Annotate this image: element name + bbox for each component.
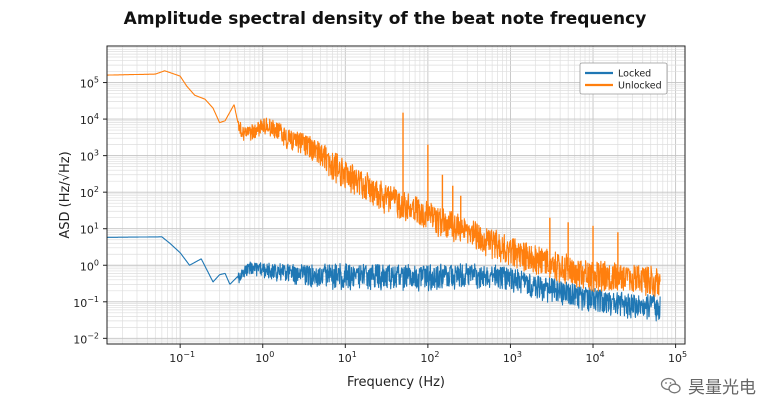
x-tick-label: 103: [503, 350, 522, 365]
y-tick-label: 100: [80, 258, 99, 273]
watermark-text: 昊量光电: [688, 378, 756, 398]
x-tick-label: 100: [255, 350, 274, 365]
legend-label-unlocked: Unlocked: [618, 81, 662, 92]
y-tick-label: 101: [80, 222, 99, 237]
y-tick-label: 10−1: [73, 295, 99, 310]
x-tick-label: 101: [338, 350, 357, 365]
plot-frame: [106, 45, 686, 345]
x-tick-label: 105: [668, 350, 687, 365]
legend-box: [579, 62, 668, 95]
series-line-locked: [107, 236, 661, 322]
y-tick-label: 105: [80, 76, 99, 91]
x-tick-label: 10−1: [169, 350, 195, 365]
watermark: 昊量光电: [660, 373, 756, 398]
y-axis-label: ASD (Hz/√Hz): [58, 151, 73, 238]
x-tick-label: 102: [420, 350, 439, 365]
chart-title: Amplitude spectral density of the beat n…: [123, 9, 647, 29]
x-tick-label: 104: [585, 350, 604, 365]
axis-ticks: 10−1 100 101 102 103 104 105 10−2 10−1 100 101 102 1…: [73, 76, 687, 365]
y-tick-label: 10−2: [73, 331, 99, 346]
y-tick-label: 103: [80, 149, 99, 164]
wechat-icon: [660, 377, 681, 393]
x-axis-label: Frequency (Hz): [347, 375, 445, 390]
y-tick-label: 104: [80, 112, 99, 127]
series-layer: [107, 70, 661, 322]
legend-label-locked: Locked: [618, 69, 651, 80]
y-tick-label: 102: [80, 185, 99, 200]
series-line-unlocked: [107, 70, 661, 297]
